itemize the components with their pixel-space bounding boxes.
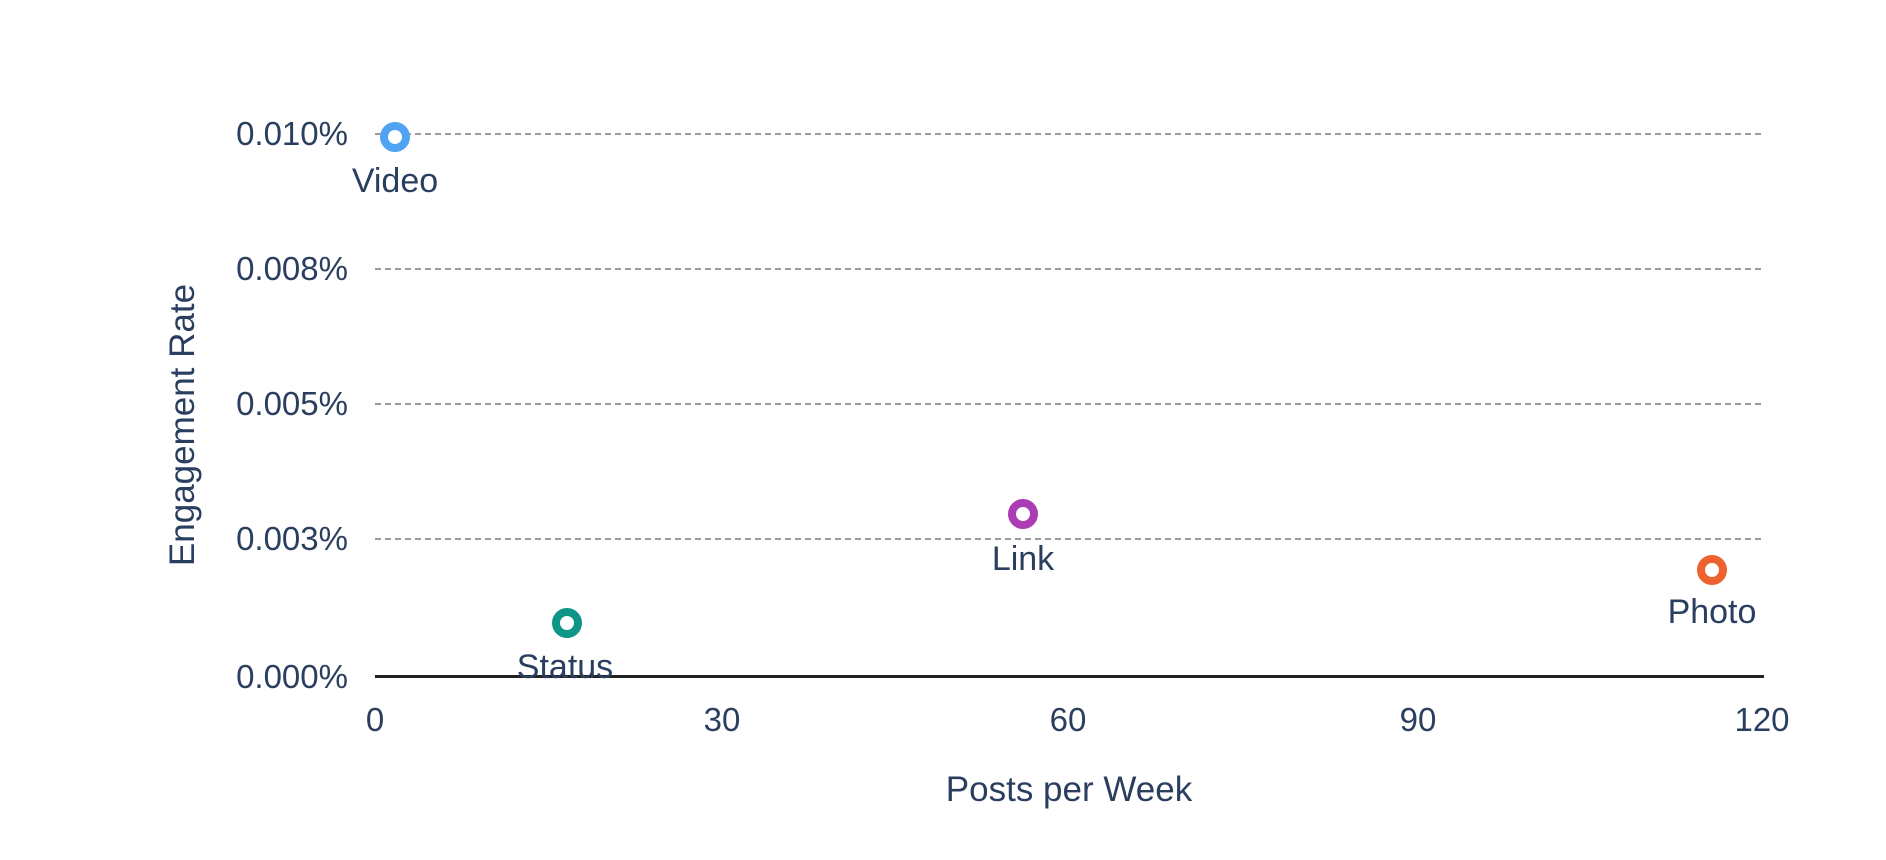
marker-video-icon[interactable] [380, 122, 410, 152]
point-label-status: Status [516, 648, 614, 686]
marker-photo-icon[interactable] [1697, 555, 1727, 585]
y-tick-label: 0.003% [236, 520, 348, 557]
y-tick-label: 0.005% [236, 385, 348, 422]
y-axis-title: Engagement Rate [163, 283, 202, 567]
gridline-0003 [375, 538, 1763, 540]
x-tick-label: 120 [1734, 701, 1790, 738]
x-axis-title: Posts per Week [945, 770, 1193, 809]
gridline-0005 [375, 403, 1763, 405]
y-tick-label: 0.010% [236, 115, 348, 152]
x-axis-line [375, 675, 1764, 678]
x-tick-label: 0 [365, 701, 385, 738]
x-tick-label: 30 [703, 701, 741, 738]
gridline-0010 [375, 133, 1763, 135]
y-tick-label: 0.000% [236, 658, 348, 695]
marker-link-icon[interactable] [1008, 499, 1038, 529]
x-tick-label: 60 [1049, 701, 1087, 738]
gridline-0008 [375, 268, 1763, 270]
point-label-photo: Photo [1667, 593, 1757, 631]
y-tick-label: 0.008% [236, 250, 348, 287]
marker-status-icon[interactable] [552, 608, 582, 638]
point-label-video: Video [351, 162, 439, 200]
point-label-link: Link [991, 540, 1055, 578]
x-tick-label: 90 [1399, 701, 1437, 738]
